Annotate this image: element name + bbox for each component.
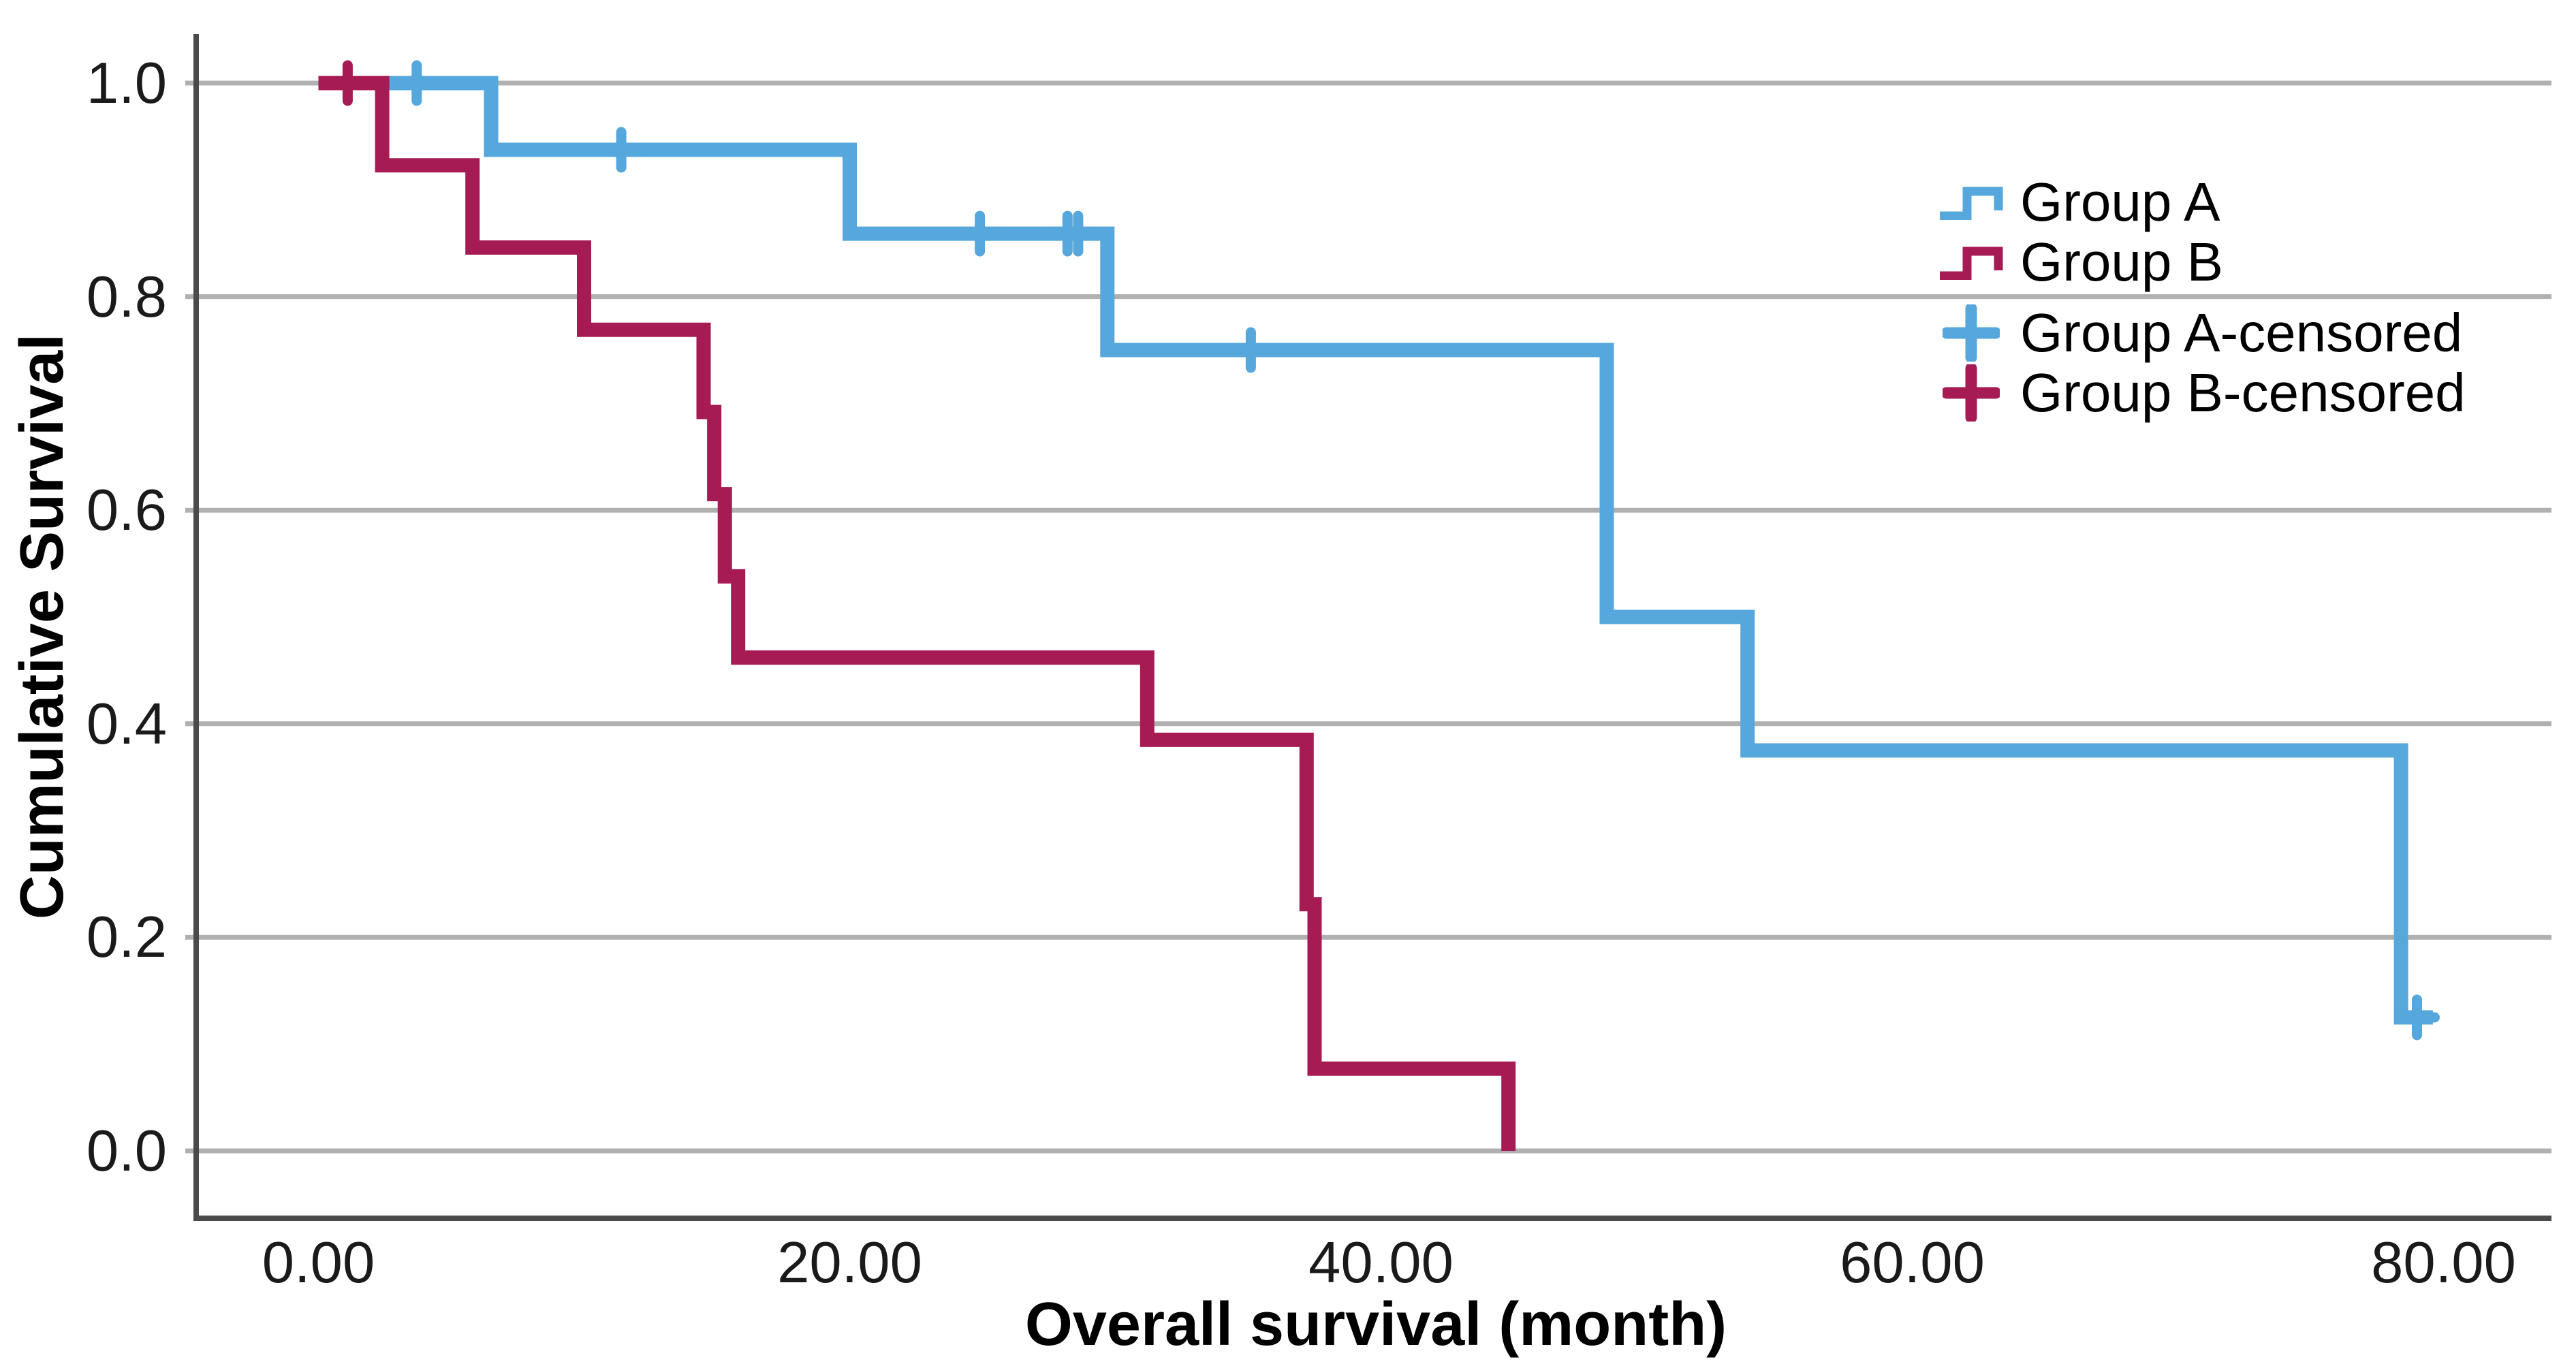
- censor-mark-group-b-0: [324, 60, 371, 106]
- legend-item-group-a-censored: Group A-censored: [1938, 303, 2466, 363]
- legend-label: Group B-censored: [2020, 362, 2466, 423]
- legend-label: Group A-censored: [2020, 302, 2463, 363]
- censor-mark-group-a-2: [957, 210, 1003, 257]
- x-tick-0.00: 0.00: [262, 1231, 375, 1295]
- y-tick-0.2: 0.2: [86, 905, 167, 970]
- series-group-b-curve: [318, 76, 1516, 1151]
- y-tick-0.0: 0.0: [86, 1119, 167, 1184]
- legend-item-group-b-censored: Group B-censored: [1938, 363, 2466, 423]
- censor-mark-group-a-0: [394, 60, 440, 106]
- censor-mark-group-a-1: [598, 127, 644, 173]
- x-tick-80.00: 80.00: [2371, 1231, 2516, 1295]
- y-tick-0.8: 0.8: [86, 264, 167, 330]
- plus-censor-icon: [1938, 304, 2020, 362]
- censor-mark-group-a-5: [1227, 327, 1274, 373]
- legend-label: Group A: [2020, 172, 2220, 232]
- legend-label: Group B: [2020, 232, 2223, 292]
- plus-censor-icon: [1938, 364, 2020, 422]
- step-line-icon: [1938, 185, 2020, 220]
- x-axis-title: Overall survival (month): [1024, 1290, 1727, 1359]
- y-tick-1.0: 1.0: [86, 51, 167, 116]
- y-axis-title: Cumulative Survival: [8, 333, 76, 920]
- step-line-icon: [1938, 244, 2020, 280]
- legend: Group A Group B Group A-censored Group B-ce…: [1938, 172, 2466, 423]
- y-tick-0.4: 0.4: [86, 691, 167, 757]
- legend-item-group-a: Group A: [1938, 172, 2466, 232]
- censor-mark-group-a-4: [1055, 210, 1101, 257]
- x-tick-20.00: 20.00: [777, 1231, 922, 1295]
- x-tick-60.00: 60.00: [1840, 1231, 1985, 1295]
- censor-mark-group-a-6: [2394, 994, 2440, 1041]
- legend-item-group-b: Group B: [1938, 232, 2466, 292]
- series-group-a-curve: [318, 76, 2433, 1025]
- y-tick-0.6: 0.6: [86, 478, 167, 543]
- x-tick-40.00: 40.00: [1308, 1231, 1454, 1295]
